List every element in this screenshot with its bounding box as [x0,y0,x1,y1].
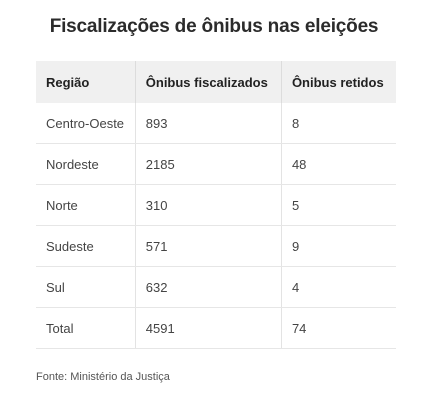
cell-buses-inspected: 2185 [135,143,282,185]
cell-region: Total [36,307,136,349]
cell-buses-retained: 9 [281,225,396,267]
cell-buses-inspected: 571 [135,225,282,267]
column-header-region: Região [36,61,136,103]
cell-buses-retained: 8 [281,103,396,144]
column-header-buses-inspected: Ônibus fiscalizados [135,61,282,103]
cell-buses-retained: 48 [281,143,396,185]
table-row: Nordeste 2185 48 [36,143,396,185]
table-header-row: Região Ônibus fiscalizados Ônibus retido… [36,61,396,103]
table-row: Sudeste 571 9 [36,225,396,267]
table-title: Fiscalizações de ônibus nas eleições [49,16,379,37]
cell-region: Nordeste [36,143,136,185]
cell-buses-inspected: 310 [135,184,282,226]
data-table: Região Ônibus fiscalizados Ônibus retido… [36,61,396,349]
table-row-total: Total 4591 74 [36,307,396,349]
table-row: Centro-Oeste 893 8 [36,103,396,144]
cell-buses-inspected: 893 [135,103,282,144]
table-row: Sul 632 4 [36,266,396,308]
cell-buses-retained: 74 [281,307,396,349]
cell-region: Centro-Oeste [36,103,136,144]
cell-region: Sul [36,266,136,308]
cell-buses-retained: 4 [281,266,396,308]
cell-buses-inspected: 632 [135,266,282,308]
column-header-buses-retained: Ônibus retidos [281,61,396,103]
cell-region: Norte [36,184,136,226]
cell-region: Sudeste [36,225,136,267]
cell-buses-inspected: 4591 [135,307,282,349]
cell-buses-retained: 5 [281,184,396,226]
table-row: Norte 310 5 [36,184,396,226]
source-note: Fonte: Ministério da Justiça [36,371,170,383]
